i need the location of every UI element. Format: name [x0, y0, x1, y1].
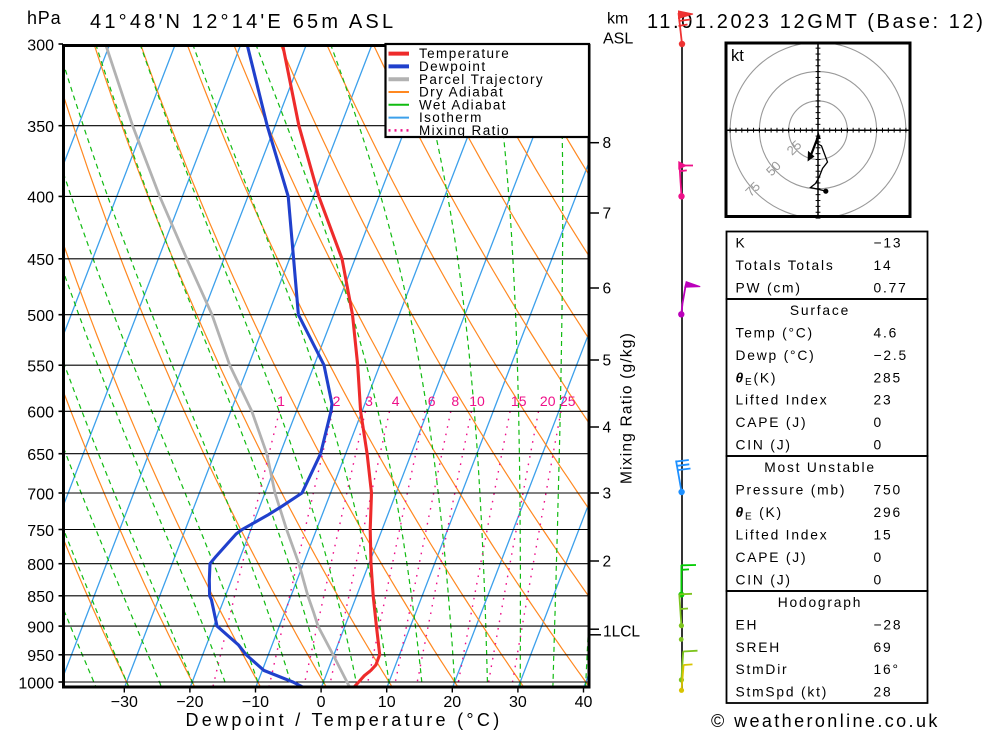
- svg-text:Surface: Surface: [790, 303, 850, 318]
- svg-text:300: 300: [27, 37, 54, 54]
- svg-text:PW (cm): PW (cm): [736, 281, 802, 296]
- svg-text:−2.5: −2.5: [874, 348, 908, 363]
- svg-text:0: 0: [317, 694, 326, 711]
- svg-text:700: 700: [27, 486, 54, 503]
- svg-text:750: 750: [27, 523, 54, 540]
- svg-text:−28: −28: [874, 617, 903, 632]
- svg-text:−20: −20: [176, 694, 203, 711]
- svg-text:Temp (°C): Temp (°C): [736, 325, 814, 340]
- svg-text:Totals Totals: Totals Totals: [736, 258, 835, 273]
- svg-text:41°48'N 12°14'E 65m ASL: 41°48'N 12°14'E 65m ASL: [90, 11, 396, 33]
- svg-text:CAPE (J): CAPE (J): [736, 415, 808, 430]
- svg-text:0: 0: [874, 415, 883, 430]
- svg-text:2: 2: [603, 554, 612, 571]
- svg-text:650: 650: [27, 447, 54, 464]
- svg-text:K: K: [736, 236, 747, 251]
- svg-text:Lifted Index: Lifted Index: [736, 393, 829, 408]
- svg-text:Dewp (°C): Dewp (°C): [736, 348, 816, 363]
- svg-text:4.6: 4.6: [874, 325, 899, 340]
- svg-text:2: 2: [333, 393, 341, 409]
- svg-text:950: 950: [27, 648, 54, 665]
- svg-text:10: 10: [378, 694, 396, 711]
- svg-text:10: 10: [469, 393, 485, 409]
- svg-text:16°: 16°: [874, 662, 900, 677]
- svg-text:0: 0: [874, 573, 883, 588]
- svg-text:6: 6: [428, 393, 436, 409]
- svg-text:Most Unstable: Most Unstable: [764, 460, 876, 475]
- svg-text:8: 8: [451, 393, 459, 409]
- svg-text:1LCL: 1LCL: [603, 624, 640, 641]
- svg-text:20: 20: [443, 694, 461, 711]
- svg-text:600: 600: [27, 405, 54, 422]
- svg-text:CIN (J): CIN (J): [736, 438, 792, 453]
- svg-text:7: 7: [603, 206, 612, 223]
- svg-text:Dewpoint / Temperature (°C): Dewpoint / Temperature (°C): [185, 710, 502, 730]
- svg-text:296: 296: [874, 505, 902, 520]
- svg-text:−10: −10: [242, 694, 269, 711]
- svg-text:SREH: SREH: [736, 640, 782, 655]
- svg-text:285: 285: [874, 370, 902, 385]
- svg-text:400: 400: [27, 190, 54, 207]
- svg-text:CAPE (J): CAPE (J): [736, 550, 808, 565]
- svg-text:14: 14: [874, 258, 893, 273]
- svg-text:350: 350: [27, 119, 54, 136]
- svg-text:0: 0: [874, 438, 883, 453]
- svg-text:θE(K): θE(K): [736, 370, 778, 388]
- svg-text:750: 750: [874, 483, 902, 498]
- svg-text:ASL: ASL: [603, 31, 633, 48]
- svg-text:CIN (J): CIN (J): [736, 573, 792, 588]
- svg-text:EH: EH: [736, 617, 759, 632]
- svg-text:Lifted Index: Lifted Index: [736, 528, 829, 543]
- svg-text:StmSpd (kt): StmSpd (kt): [736, 685, 829, 700]
- svg-text:−30: −30: [111, 694, 138, 711]
- svg-text:40: 40: [575, 694, 593, 711]
- svg-text:4: 4: [392, 393, 400, 409]
- svg-text:1000: 1000: [18, 675, 54, 692]
- svg-text:15: 15: [511, 393, 527, 409]
- svg-text:1: 1: [277, 393, 285, 409]
- svg-text:850: 850: [27, 589, 54, 606]
- svg-text:kt: kt: [731, 47, 744, 65]
- svg-text:25: 25: [560, 393, 576, 409]
- svg-text:69: 69: [874, 640, 893, 655]
- svg-text:Mixing Ratio: Mixing Ratio: [419, 123, 510, 138]
- svg-text:500: 500: [27, 308, 54, 325]
- svg-text:StmDir: StmDir: [736, 662, 789, 677]
- svg-text:Hodograph: Hodograph: [778, 595, 862, 610]
- svg-text:28: 28: [874, 685, 893, 700]
- svg-text:450: 450: [27, 252, 54, 269]
- svg-text:θE (K): θE (K): [736, 505, 783, 523]
- svg-text:km: km: [607, 11, 628, 28]
- svg-text:550: 550: [27, 359, 54, 376]
- svg-text:5: 5: [603, 353, 612, 370]
- svg-text:15: 15: [874, 528, 893, 543]
- svg-text:0: 0: [874, 550, 883, 565]
- svg-text:20: 20: [540, 393, 556, 409]
- svg-text:900: 900: [27, 619, 54, 636]
- svg-text:6: 6: [603, 281, 612, 298]
- svg-text:hPa: hPa: [27, 8, 62, 28]
- svg-text:23: 23: [874, 393, 893, 408]
- svg-text:3: 3: [365, 393, 373, 409]
- svg-text:0.77: 0.77: [874, 281, 908, 296]
- svg-text:© weatheronline.co.uk: © weatheronline.co.uk: [711, 711, 940, 731]
- svg-text:Pressure (mb): Pressure (mb): [736, 483, 847, 498]
- svg-text:Mixing Ratio (g/kg): Mixing Ratio (g/kg): [619, 332, 636, 484]
- svg-text:4: 4: [603, 420, 612, 437]
- svg-text:8: 8: [603, 135, 612, 152]
- svg-text:3: 3: [603, 486, 612, 503]
- svg-text:800: 800: [27, 557, 54, 574]
- svg-text:30: 30: [509, 694, 527, 711]
- svg-text:−13: −13: [874, 236, 903, 251]
- svg-text:11.01.2023 12GMT (Base: 12): 11.01.2023 12GMT (Base: 12): [647, 11, 986, 33]
